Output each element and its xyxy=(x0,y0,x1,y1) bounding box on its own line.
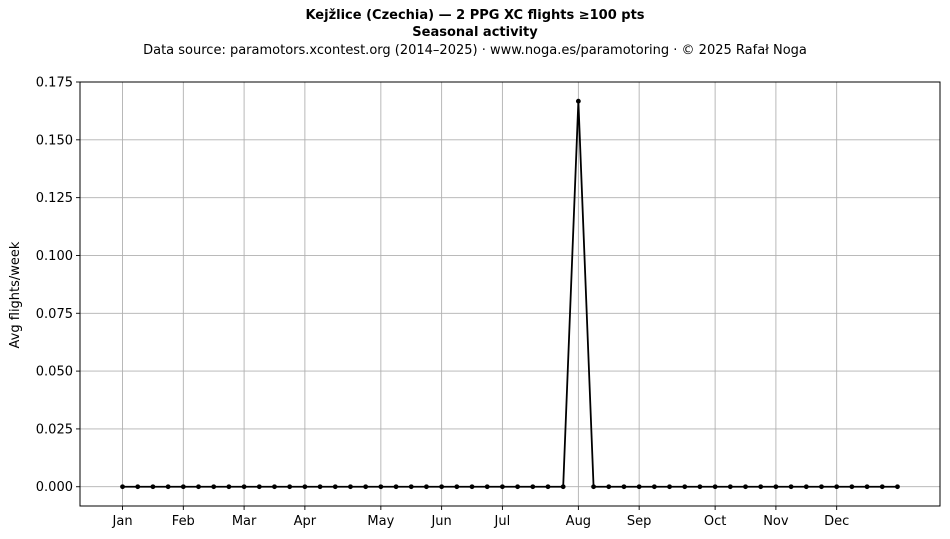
plot-frame xyxy=(79,81,941,507)
data-point xyxy=(682,484,688,490)
x-tick-label: Jul xyxy=(494,514,511,529)
y-tick-label: 0.100 xyxy=(36,249,73,264)
y-tick-label: 0.075 xyxy=(36,307,73,322)
data-point xyxy=(697,484,703,490)
data-point xyxy=(120,484,125,490)
grid-lines xyxy=(80,81,940,506)
x-tick-label: May xyxy=(367,514,394,529)
data-point xyxy=(180,484,186,490)
data-point xyxy=(302,484,308,490)
data-point xyxy=(758,484,764,490)
data-point xyxy=(317,484,323,490)
data-point xyxy=(788,484,794,490)
data-point xyxy=(667,484,672,490)
data-point xyxy=(849,484,855,490)
data-point xyxy=(895,484,900,490)
y-tick-label: 0.025 xyxy=(36,422,73,437)
data-point xyxy=(363,484,369,490)
data-point xyxy=(332,484,338,490)
x-tick-label: Dec xyxy=(824,514,849,529)
data-point xyxy=(165,484,171,490)
data-point xyxy=(803,484,809,490)
data-point xyxy=(226,484,232,490)
data-point xyxy=(348,484,353,490)
data-point xyxy=(211,484,217,490)
axes: Jan Feb Mar Apr May Jun Jul Aug Sep Oct Nov Dec 0.00… xyxy=(36,76,941,529)
x-tick-label: Mar xyxy=(232,514,257,529)
data-point xyxy=(378,484,384,490)
data-point xyxy=(591,484,596,490)
data-point xyxy=(272,484,277,490)
y-tick-label: 0.175 xyxy=(36,76,73,91)
x-tick-label: Sep xyxy=(627,514,652,529)
data-point xyxy=(135,484,141,490)
y-axis-label: Avg flights/week xyxy=(8,241,23,348)
x-tick-label: Oct xyxy=(704,514,726,529)
data-point xyxy=(727,484,733,490)
data-point xyxy=(241,484,247,490)
data-point xyxy=(743,484,748,490)
data-points xyxy=(120,98,900,490)
data-point xyxy=(773,484,779,490)
data-point xyxy=(545,484,551,490)
x-tick-label: Jan xyxy=(112,514,133,529)
chart-subtitle: Seasonal activity xyxy=(412,25,538,40)
x-tick-label: Jun xyxy=(430,514,451,529)
data-point xyxy=(636,484,642,490)
data-point xyxy=(651,484,657,490)
data-point xyxy=(530,484,536,490)
data-point xyxy=(621,484,627,490)
x-tick-label: Aug xyxy=(566,514,591,529)
chart-title: Kejžlice (Czechia) — 2 PPG XC flights ≥1… xyxy=(305,8,645,23)
data-point xyxy=(439,484,445,490)
data-point xyxy=(606,484,612,490)
data-point xyxy=(484,484,490,490)
data-source-note: Data source: paramotors.xcontest.org (20… xyxy=(143,43,807,58)
data-point xyxy=(196,484,201,490)
data-point xyxy=(864,484,870,490)
data-point xyxy=(469,484,475,490)
series-flights-per-week xyxy=(122,101,898,488)
data-point xyxy=(287,484,293,490)
data-point xyxy=(424,484,429,490)
data-point xyxy=(408,484,414,490)
series-line xyxy=(122,101,898,488)
y-tick-label: 0.125 xyxy=(36,191,73,206)
y-tick-label: 0.050 xyxy=(36,365,73,380)
data-point xyxy=(712,484,718,490)
x-tick-label: Nov xyxy=(763,514,789,529)
x-tick-label: Feb xyxy=(172,514,195,529)
data-point xyxy=(150,484,156,490)
data-point xyxy=(879,484,885,490)
data-point xyxy=(819,484,824,490)
y-tick-label: 0.000 xyxy=(36,480,73,495)
data-point xyxy=(575,98,581,104)
data-point xyxy=(454,484,460,490)
data-point xyxy=(256,484,262,490)
data-point xyxy=(500,484,505,490)
x-tick-label: Apr xyxy=(294,514,317,529)
data-point xyxy=(834,484,840,490)
data-point xyxy=(393,484,399,490)
data-point xyxy=(515,484,520,490)
data-point xyxy=(560,484,566,490)
y-tick-label: 0.150 xyxy=(36,133,73,148)
